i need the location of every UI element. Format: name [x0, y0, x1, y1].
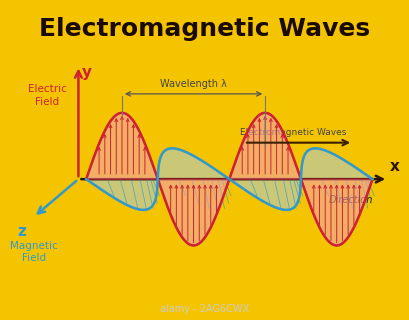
Text: Magnetic
Field: Magnetic Field [10, 241, 57, 263]
Text: Electromagnetic Waves: Electromagnetic Waves [39, 17, 370, 41]
Polygon shape [86, 113, 157, 179]
Polygon shape [229, 179, 300, 210]
Text: alamy - 2AG6CWX: alamy - 2AG6CWX [160, 304, 249, 314]
Polygon shape [157, 179, 229, 245]
Polygon shape [157, 148, 228, 179]
Text: Wavelength λ: Wavelength λ [160, 79, 227, 89]
Polygon shape [229, 113, 300, 179]
Polygon shape [300, 148, 371, 179]
Polygon shape [86, 179, 157, 210]
Text: Electric
Field: Electric Field [28, 84, 67, 107]
Polygon shape [301, 179, 371, 245]
Text: y: y [82, 66, 92, 80]
Text: Electromagnetic Waves: Electromagnetic Waves [240, 128, 346, 137]
Text: Direction: Direction [328, 195, 372, 205]
Text: z: z [17, 224, 26, 239]
Text: x: x [389, 159, 399, 174]
